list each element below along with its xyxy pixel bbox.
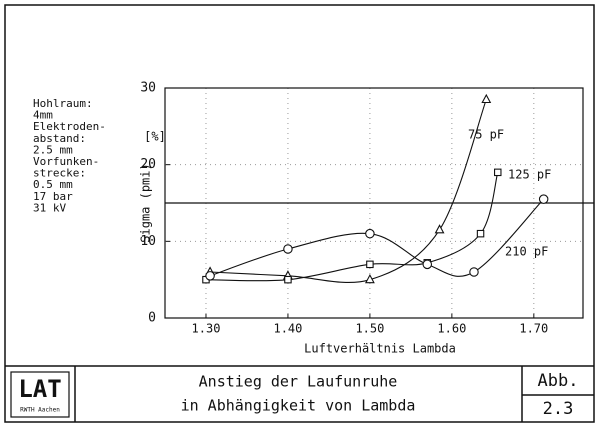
marker xyxy=(283,244,293,254)
series-label: 210 pF xyxy=(505,245,548,259)
x-tick-label: 1.50 xyxy=(355,322,384,336)
marker xyxy=(481,93,492,104)
footer-title: Anstieg der Laufunruhe xyxy=(199,373,398,391)
x-tick-label: 1.60 xyxy=(437,322,466,336)
annotation: 17 bar xyxy=(33,190,73,203)
frame xyxy=(4,4,595,423)
y-axis-label: Sigma (pmi) xyxy=(139,163,153,242)
x-axis-label: Luftverhältnis Lambda xyxy=(304,342,456,356)
marker xyxy=(476,229,485,238)
annotation: Hohlraum: xyxy=(33,97,93,110)
unit-label: [%] xyxy=(144,130,166,144)
marker xyxy=(494,168,502,177)
annotation: abstand: xyxy=(33,132,86,145)
series-line xyxy=(210,99,487,284)
marker xyxy=(284,275,292,284)
figure-number: 2.3 xyxy=(543,399,574,419)
series-label: 125 pF xyxy=(508,168,551,182)
marker xyxy=(366,260,374,269)
marker xyxy=(205,271,215,281)
annotation: 2.5 mm xyxy=(33,143,73,156)
marker xyxy=(422,259,433,270)
series-label: 75 pF xyxy=(468,128,504,142)
series-line xyxy=(205,172,499,282)
marker xyxy=(365,228,375,239)
logo-sub: RWTH Aachen xyxy=(20,407,60,414)
annotation: 0.5 mm xyxy=(33,178,73,191)
y-tick-label: 10 xyxy=(140,234,156,249)
x-tick-label: 1.30 xyxy=(192,322,221,336)
annotation: 31 kV xyxy=(33,201,66,214)
footer-title: in Abhängigkeit von Lambda xyxy=(181,397,416,415)
annotation: strecke: xyxy=(33,167,86,180)
x-tick-label: 1.40 xyxy=(273,322,302,336)
y-tick-label: 20 xyxy=(140,157,156,172)
y-tick-label: 0 xyxy=(148,311,156,326)
marker xyxy=(364,273,375,284)
annotation: Vorfunken- xyxy=(33,155,99,168)
marker xyxy=(434,224,445,234)
logo: LAT xyxy=(18,375,61,403)
series-line xyxy=(209,198,545,277)
annotation: 4mm xyxy=(33,109,53,122)
marker xyxy=(538,194,549,204)
x-tick-label: 1.70 xyxy=(519,322,548,336)
y-tick-label: 30 xyxy=(140,81,156,96)
figure-label: Abb. xyxy=(538,371,579,391)
annotation: Elektroden- xyxy=(33,120,106,133)
logo-box xyxy=(10,371,70,418)
marker xyxy=(469,267,479,277)
